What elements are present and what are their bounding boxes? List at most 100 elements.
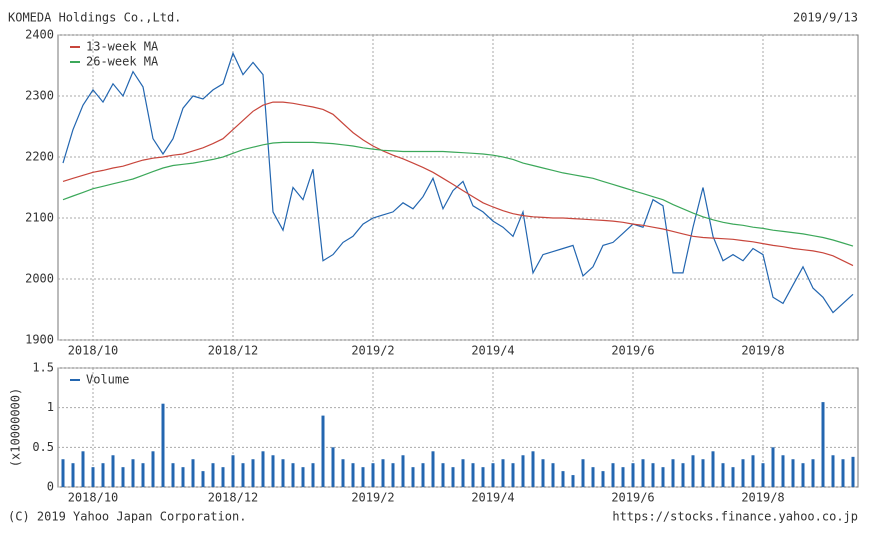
volume-bar <box>471 463 475 487</box>
volume-bar <box>371 463 375 487</box>
y-tick-label: 2000 <box>25 272 54 286</box>
volume-bar <box>401 455 405 487</box>
x-tick-label: 2019/6 <box>611 491 654 505</box>
volume-bar <box>481 467 485 487</box>
x-tick-label: 2018/10 <box>68 344 119 358</box>
price-line <box>62 51 854 314</box>
source-url: https://stocks.finance.yahoo.co.jp <box>612 510 858 524</box>
legend-label: 13-week MA <box>86 40 159 54</box>
x-tick-label: 2019/2 <box>351 344 394 358</box>
volume-bar <box>711 451 715 487</box>
volume-bar <box>281 459 285 487</box>
volume-bar <box>351 463 355 487</box>
volume-bar <box>631 463 635 487</box>
volume-bar <box>731 467 735 487</box>
copyright: (C) 2019 Yahoo Japan Corporation. <box>8 510 246 524</box>
volume-bar <box>201 471 205 487</box>
y-axis-label: (x10000000) <box>9 388 23 467</box>
y-tick-label: 1900 <box>25 333 54 347</box>
volume-bar <box>511 463 515 487</box>
volume-bar <box>171 463 175 487</box>
volume-bar <box>91 467 95 487</box>
y-tick-label: 1.5 <box>32 361 54 375</box>
volume-bar <box>321 415 325 487</box>
volume-bar <box>61 459 65 487</box>
volume-bar <box>311 463 315 487</box>
volume-bar <box>381 459 385 487</box>
volume-bar <box>761 463 765 487</box>
date: 2019/9/13 <box>793 11 858 25</box>
x-tick-label: 2019/4 <box>471 491 514 505</box>
volume-bar <box>251 459 255 487</box>
volume-bar <box>591 467 595 487</box>
volume-bar <box>181 467 185 487</box>
volume-bar <box>131 459 135 487</box>
volume-bar <box>841 459 845 487</box>
volume-bar <box>641 459 645 487</box>
price-line <box>62 101 854 267</box>
volume-bar <box>211 463 215 487</box>
volume-bar <box>271 455 275 487</box>
volume-bar <box>581 459 585 487</box>
volume-bar <box>541 459 545 487</box>
volume-bar <box>421 463 425 487</box>
y-tick-label: 2200 <box>25 150 54 164</box>
volume-bar <box>191 459 195 487</box>
volume-bar <box>771 447 775 487</box>
volume-bar <box>651 463 655 487</box>
y-tick-label: 2100 <box>25 211 54 225</box>
x-tick-label: 2019/4 <box>471 344 514 358</box>
x-tick-label: 2019/6 <box>611 344 654 358</box>
legend-label: 26-week MA <box>86 55 159 69</box>
volume-bar <box>101 463 105 487</box>
volume-bar <box>501 459 505 487</box>
volume-bar <box>781 455 785 487</box>
legend-label: Volume <box>86 373 129 387</box>
volume-bar <box>531 451 535 487</box>
volume-bar <box>411 467 415 487</box>
y-tick-label: 0.5 <box>32 440 54 454</box>
volume-bar <box>691 455 695 487</box>
volume-bar <box>431 451 435 487</box>
x-tick-label: 2018/10 <box>68 491 119 505</box>
volume-bar <box>751 455 755 487</box>
volume-bar <box>621 467 625 487</box>
volume-bar <box>341 459 345 487</box>
volume-bar <box>601 471 605 487</box>
volume-bar <box>141 463 145 487</box>
company-title: KOMEDA Holdings Co.,Ltd. <box>8 11 181 25</box>
volume-bar <box>571 475 575 487</box>
y-tick-label: 2400 <box>25 28 54 42</box>
volume-bar <box>331 447 335 487</box>
volume-bar <box>661 467 665 487</box>
volume-bar <box>491 463 495 487</box>
volume-bar <box>81 451 85 487</box>
volume-bar <box>671 459 675 487</box>
volume-bar <box>441 463 445 487</box>
volume-bar <box>451 467 455 487</box>
volume-bar <box>291 463 295 487</box>
volume-bar <box>161 403 165 487</box>
volume-bar <box>241 463 245 487</box>
volume-bar <box>111 455 115 487</box>
volume-bar <box>721 463 725 487</box>
volume-bar <box>461 459 465 487</box>
volume-bar <box>701 459 705 487</box>
volume-bar <box>551 463 555 487</box>
price-line <box>62 141 854 247</box>
x-tick-label: 2018/12 <box>208 344 259 358</box>
x-tick-label: 2019/2 <box>351 491 394 505</box>
x-tick-label: 2019/8 <box>741 491 784 505</box>
volume-bar <box>561 471 565 487</box>
volume-bar <box>741 459 745 487</box>
volume-bar <box>801 463 805 487</box>
volume-bar <box>391 463 395 487</box>
volume-bar <box>521 455 525 487</box>
volume-bar <box>681 463 685 487</box>
volume-bar <box>221 467 225 487</box>
volume-bar <box>361 467 365 487</box>
volume-bar <box>151 451 155 487</box>
volume-bar <box>821 402 825 487</box>
